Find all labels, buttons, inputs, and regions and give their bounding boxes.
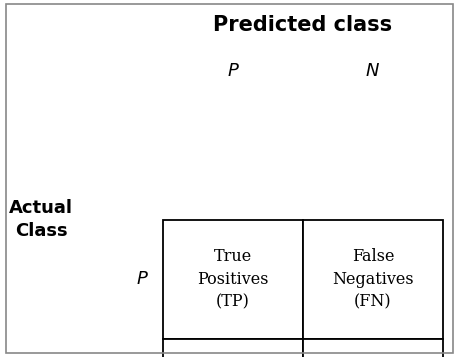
Text: True
Positives
(TP): True Positives (TP) — [197, 248, 269, 311]
Text: False
Negatives
(FN): False Negatives (FN) — [332, 248, 414, 311]
Text: $\mathit{P}$: $\mathit{P}$ — [136, 270, 149, 288]
Bar — [163, 339, 303, 357]
Text: Actual
Class: Actual Class — [9, 200, 73, 240]
Text: $\mathit{P}$: $\mathit{P}$ — [227, 62, 239, 80]
Bar — [303, 339, 443, 357]
Bar — [303, 220, 443, 339]
Text: $\mathit{N}$: $\mathit{N}$ — [365, 62, 381, 80]
Bar — [163, 220, 303, 339]
Text: Predicted class: Predicted class — [213, 15, 392, 35]
